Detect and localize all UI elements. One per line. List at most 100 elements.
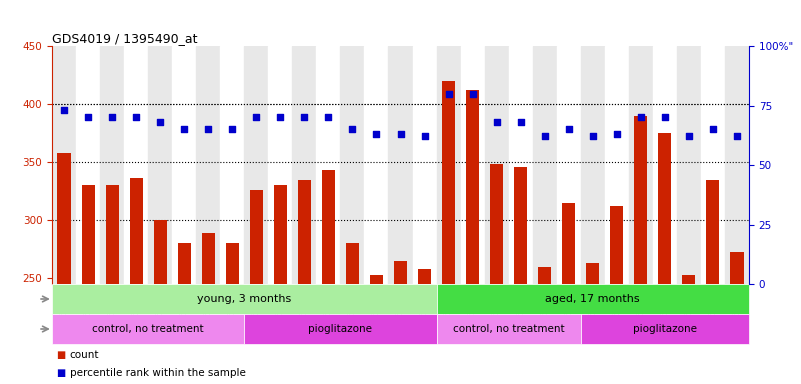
Bar bbox=[514, 167, 527, 284]
Bar bbox=[322, 170, 335, 284]
Text: control, no treatment: control, no treatment bbox=[453, 324, 565, 334]
Bar bbox=[466, 90, 479, 284]
Bar bbox=[442, 81, 455, 284]
Bar bbox=[244, 314, 437, 344]
Text: control, no treatment: control, no treatment bbox=[92, 324, 204, 334]
Bar bbox=[52, 284, 437, 314]
Bar bbox=[394, 261, 407, 284]
Bar bbox=[610, 206, 623, 284]
Text: count: count bbox=[70, 350, 99, 360]
Text: percentile rank within the sample: percentile rank within the sample bbox=[70, 368, 246, 378]
Bar bbox=[413, 46, 437, 284]
Bar bbox=[172, 46, 196, 284]
Point bbox=[731, 133, 743, 139]
Bar bbox=[196, 46, 220, 284]
Point bbox=[442, 91, 455, 97]
Bar bbox=[581, 46, 605, 284]
Bar bbox=[268, 46, 292, 284]
Bar bbox=[533, 46, 557, 284]
Point bbox=[394, 131, 407, 137]
Bar bbox=[58, 153, 70, 284]
Bar bbox=[581, 314, 749, 344]
Bar bbox=[202, 233, 215, 284]
Text: ■: ■ bbox=[56, 368, 66, 378]
Bar bbox=[370, 275, 383, 284]
Bar bbox=[250, 190, 263, 284]
Bar bbox=[485, 46, 509, 284]
Bar bbox=[100, 46, 124, 284]
Point bbox=[370, 131, 383, 137]
Text: pioglitazone: pioglitazone bbox=[633, 324, 697, 334]
Bar bbox=[346, 243, 359, 284]
Bar bbox=[605, 46, 629, 284]
Bar bbox=[316, 46, 340, 284]
Bar bbox=[538, 266, 551, 284]
Bar bbox=[106, 185, 119, 284]
Point bbox=[586, 133, 599, 139]
Point bbox=[658, 114, 671, 121]
Bar bbox=[298, 180, 311, 284]
Bar bbox=[586, 263, 599, 284]
Bar bbox=[725, 46, 749, 284]
Point bbox=[298, 114, 311, 121]
Text: GDS4019 / 1395490_at: GDS4019 / 1395490_at bbox=[52, 32, 198, 45]
Bar bbox=[677, 46, 701, 284]
Point bbox=[250, 114, 263, 121]
Bar bbox=[130, 179, 143, 284]
Bar bbox=[731, 252, 743, 284]
Bar bbox=[653, 46, 677, 284]
Point bbox=[538, 133, 551, 139]
Point bbox=[346, 126, 359, 132]
Point bbox=[130, 114, 143, 121]
Point bbox=[562, 126, 575, 132]
Bar bbox=[418, 269, 431, 284]
Point bbox=[514, 119, 527, 125]
Bar bbox=[82, 185, 95, 284]
Bar bbox=[682, 275, 695, 284]
Bar bbox=[340, 46, 364, 284]
Point bbox=[202, 126, 215, 132]
Bar bbox=[701, 46, 725, 284]
Point bbox=[466, 91, 479, 97]
Bar bbox=[557, 46, 581, 284]
Bar bbox=[226, 243, 239, 284]
Text: aged, 17 months: aged, 17 months bbox=[545, 294, 640, 304]
Bar bbox=[437, 46, 461, 284]
Point bbox=[274, 114, 287, 121]
Bar bbox=[437, 284, 749, 314]
Point bbox=[418, 133, 431, 139]
Text: ■: ■ bbox=[56, 350, 66, 360]
Bar bbox=[629, 46, 653, 284]
Point bbox=[226, 126, 239, 132]
Bar bbox=[148, 46, 172, 284]
Bar bbox=[706, 180, 719, 284]
Bar bbox=[364, 46, 388, 284]
Bar bbox=[220, 46, 244, 284]
Point bbox=[106, 114, 119, 121]
Point bbox=[682, 133, 695, 139]
Bar bbox=[490, 164, 503, 284]
Bar bbox=[634, 116, 647, 284]
Bar bbox=[52, 46, 76, 284]
Point bbox=[82, 114, 95, 121]
Bar bbox=[437, 314, 581, 344]
Bar bbox=[658, 133, 671, 284]
Bar bbox=[461, 46, 485, 284]
Point bbox=[634, 114, 647, 121]
Bar bbox=[124, 46, 148, 284]
Point bbox=[322, 114, 335, 121]
Text: young, 3 months: young, 3 months bbox=[197, 294, 292, 304]
Bar bbox=[509, 46, 533, 284]
Bar bbox=[52, 314, 244, 344]
Text: pioglitazone: pioglitazone bbox=[308, 324, 372, 334]
Point bbox=[610, 131, 623, 137]
Point bbox=[706, 126, 719, 132]
Bar bbox=[154, 220, 167, 284]
Bar bbox=[244, 46, 268, 284]
Point bbox=[58, 107, 70, 113]
Point bbox=[490, 119, 503, 125]
Bar bbox=[292, 46, 316, 284]
Bar bbox=[76, 46, 100, 284]
Point bbox=[154, 119, 167, 125]
Bar bbox=[178, 243, 191, 284]
